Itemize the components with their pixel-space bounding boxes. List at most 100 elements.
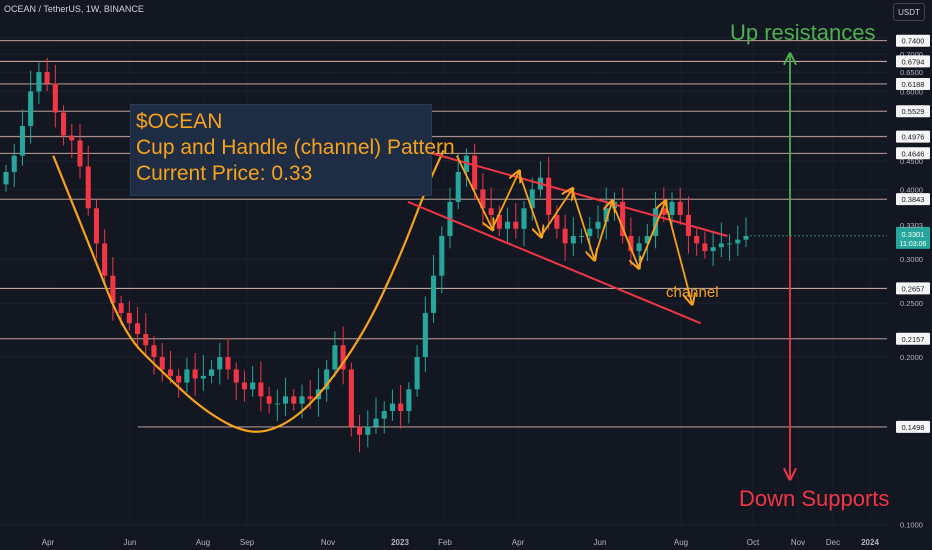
wave-arrow [518, 171, 541, 236]
candle-body [348, 369, 354, 427]
candle [537, 161, 543, 197]
candle-body [554, 214, 560, 229]
candle-body [653, 208, 659, 236]
candle-body [357, 426, 363, 435]
info-price: Current Price: 0.33 [136, 162, 313, 185]
candle-body [743, 235, 749, 240]
candle [735, 225, 741, 256]
price-axis: 0.75000.70000.65000.60000.50000.45000.40… [896, 33, 930, 530]
wave-arrow [455, 155, 492, 229]
level-tag [896, 282, 930, 295]
candle-body [11, 155, 17, 172]
drawings [52, 55, 790, 478]
level-tag [896, 332, 930, 345]
candle-body [455, 171, 461, 202]
x-tick-label: 2023 [391, 538, 409, 547]
x-tick-label: Nov [321, 538, 335, 547]
candle [348, 362, 354, 437]
x-tick-label: Apr [42, 538, 55, 547]
info-ticker: $OCEAN [136, 110, 223, 133]
candle-body [472, 155, 478, 190]
candle-body [398, 403, 404, 412]
candle [225, 338, 231, 380]
candle [159, 342, 165, 382]
candle-body [167, 369, 173, 376]
candle-body [209, 369, 215, 376]
candle-body [184, 369, 190, 383]
candle [521, 201, 527, 247]
candle-body [677, 201, 683, 215]
candle [77, 124, 83, 179]
candle [93, 198, 99, 259]
time-axis: Apr Jun Aug Sep Nov 2023 Feb Apr Jun Aug Oct Nov Dec… [42, 538, 880, 547]
x-tick-label: Jun [594, 538, 607, 547]
candle-body [340, 345, 346, 370]
x-tick-label: Feb [438, 538, 452, 547]
candle-body [258, 382, 264, 397]
candle-body [546, 177, 552, 215]
candle-body [636, 243, 642, 252]
candle [562, 214, 568, 261]
y-tick-label: 0.6500 [900, 68, 923, 77]
candle-body [299, 396, 305, 404]
candle [727, 233, 733, 261]
candle [431, 254, 437, 323]
candle [373, 397, 379, 434]
candle-body [102, 243, 108, 276]
candle-body [28, 91, 34, 127]
level-value: 0.1498 [902, 423, 925, 432]
candle-body [702, 243, 708, 252]
info-pattern: Cup and Handle (channel) Pattern [136, 136, 455, 159]
level-tag [896, 105, 930, 118]
candle-body [36, 72, 42, 92]
candle-body [381, 411, 387, 419]
level-tag [896, 55, 930, 68]
x-tick-label: Oct [747, 538, 760, 547]
candle-body [291, 396, 297, 404]
candle [439, 226, 445, 294]
candle-body [521, 208, 527, 229]
candle-body [233, 369, 239, 383]
candle-body [710, 247, 716, 252]
level-value: 0.6794 [902, 57, 925, 66]
candle [546, 156, 552, 230]
candle-body [19, 126, 25, 156]
x-tick-label: 2024 [861, 538, 879, 547]
y-tick-label: 0.4000 [900, 185, 923, 194]
candle-body [718, 243, 724, 248]
candle-body [562, 228, 568, 244]
horizontal-levels [0, 40, 887, 428]
candle [718, 222, 724, 258]
candle [455, 153, 461, 210]
candle [340, 326, 346, 385]
level-tag [896, 147, 930, 160]
x-tick-label: Aug [674, 538, 688, 547]
candle [398, 384, 404, 429]
candle-body [44, 72, 50, 84]
candle-body [266, 396, 272, 404]
candle-body [644, 235, 650, 244]
candle-body [200, 375, 206, 379]
candle-body [324, 369, 330, 390]
current-price-value: 0.3301 [902, 230, 925, 239]
candle-body [439, 235, 445, 276]
currency-button[interactable]: USDT [893, 3, 925, 21]
level-tag [896, 34, 930, 47]
candle-body [488, 208, 494, 215]
candle-body [192, 369, 198, 379]
candle [11, 143, 17, 187]
info-box: $OCEAN Cup and Handle (channel) Pattern … [130, 104, 455, 196]
candle [258, 361, 264, 412]
candle-body [69, 135, 75, 141]
y-tick-label: 0.6000 [900, 87, 923, 96]
candle [143, 313, 149, 356]
candle [19, 109, 25, 166]
candle [513, 203, 519, 239]
candle [653, 191, 659, 249]
x-tick-label: Dec [826, 538, 840, 547]
candle [357, 414, 363, 453]
candle [389, 389, 395, 421]
candle-body [365, 426, 371, 435]
candle [69, 123, 75, 158]
